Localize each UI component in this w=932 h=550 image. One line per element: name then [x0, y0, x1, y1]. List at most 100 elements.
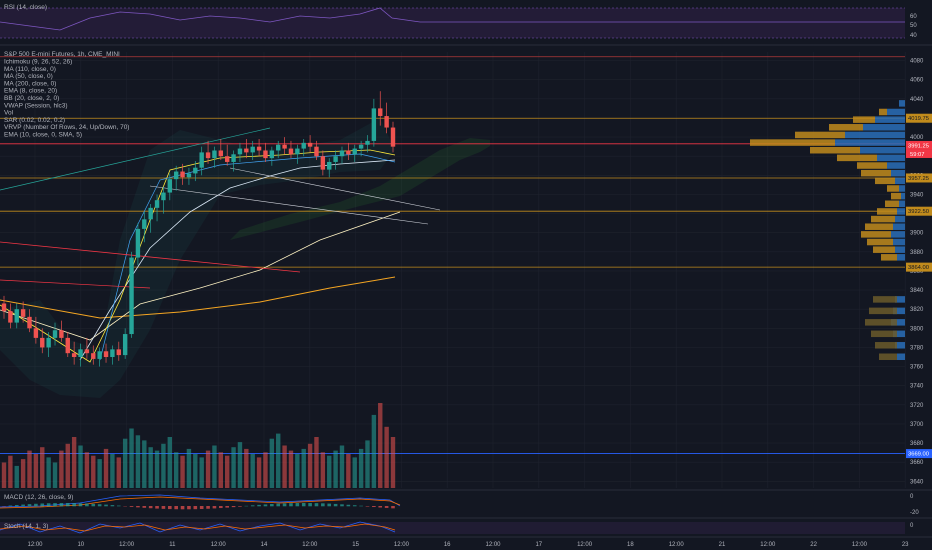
candle-body: [52, 330, 58, 338]
profile-bar-down: [871, 215, 895, 223]
macd-hist-bar: [212, 506, 217, 509]
candle-body: [205, 152, 211, 159]
rsi-pane: RSI (14, close) 60 50 40: [0, 4, 917, 39]
volume-bar: [142, 440, 147, 488]
price-tag-bg: [906, 262, 932, 272]
price-tick: 3940: [910, 192, 924, 198]
price-tick: 3720: [910, 403, 924, 409]
macd-tick-0: 0: [910, 494, 914, 500]
macd-hist-bar: [46, 503, 51, 507]
candle-body: [301, 142, 306, 149]
candle-body: [384, 116, 389, 128]
volume-profile: [750, 100, 905, 361]
time-tick: 12:00: [119, 542, 135, 548]
candle-body: [288, 148, 294, 155]
legend-entry: EMA (8, close, 20): [4, 88, 57, 95]
macd-hist-bar: [359, 505, 363, 507]
profile-bar-up: [893, 238, 905, 246]
ma-200-line: [0, 276, 396, 319]
volume-bar: [307, 443, 313, 488]
macd-hist-bar: [225, 506, 229, 508]
rsi-line: [0, 7, 905, 31]
time-tick: 14: [261, 542, 268, 548]
profile-bar-up: [897, 353, 905, 361]
macd-hist-bar: [14, 505, 19, 507]
macd-hist-bar: [142, 506, 147, 508]
profile-bar-down: [875, 342, 897, 349]
candle-body: [339, 150, 345, 157]
price-tag: 3864.00: [908, 265, 929, 271]
price-tick: 3700: [910, 422, 924, 428]
macd-hist-bar: [91, 503, 96, 507]
price-tag-bg: [906, 173, 932, 183]
volume-bar: [224, 455, 230, 488]
time-tick: 21: [719, 542, 726, 548]
candle-body: [333, 156, 338, 162]
time-axis[interactable]: 12:00 10 12:00 11 12:00 14 12:00 15 12:00 16 12:00…: [27, 542, 909, 548]
volume-bar: [161, 443, 166, 488]
volume-bar: [295, 454, 300, 488]
candle-body: [103, 351, 109, 358]
price-tag-bg: [906, 140, 932, 150]
volume-bar: [244, 448, 249, 488]
volume-bar: [346, 454, 351, 488]
volume-bar: [237, 442, 243, 488]
candle-body: [135, 228, 141, 258]
macd-hist-bar: [53, 503, 57, 507]
macd-hist-bar: [116, 505, 121, 507]
time-tick: 12:00: [577, 542, 593, 548]
candle-body: [371, 108, 377, 141]
time-tick: 10: [77, 542, 84, 548]
candle-body: [46, 337, 51, 348]
price-tick: 3880: [910, 250, 924, 256]
candle-body: [269, 150, 275, 159]
profile-bar-up: [863, 124, 905, 131]
volume-bar: [358, 448, 364, 488]
macd-hist-bar: [148, 506, 153, 509]
legend-entry: MA (110, close, 0): [4, 66, 56, 73]
volume-bar: [390, 437, 396, 488]
candle-body: [59, 330, 64, 338]
time-tick: 12:00: [485, 542, 501, 548]
volume-bar: [212, 445, 217, 488]
volume-bar: [365, 440, 370, 488]
volume-bar: [148, 447, 153, 488]
ma-50-line: [79, 159, 396, 361]
rsi-tick-50: 50: [910, 23, 917, 29]
profile-bar-up: [899, 185, 905, 192]
price-tick: 3900: [910, 231, 924, 237]
volume-bar: [167, 437, 173, 488]
macd-tick-20: -20: [910, 510, 919, 516]
volume-bar: [33, 454, 39, 488]
candle-body: [218, 150, 224, 157]
macd-hist-bar: [72, 503, 76, 507]
volume-bar: [103, 448, 109, 488]
candle-body: [167, 179, 173, 193]
profile-bar-up: [887, 108, 905, 116]
time-tick: 12:00: [760, 542, 776, 548]
profile-bar-down: [885, 200, 899, 208]
profile-bar-up: [895, 246, 905, 253]
volume-bar: [65, 443, 70, 488]
profile-bar-down: [877, 208, 897, 215]
volume-bar: [193, 454, 198, 488]
price-tick: 4080: [910, 59, 924, 65]
candle-body: [263, 150, 268, 159]
volume-bar: [52, 462, 58, 488]
chart-title: S&P 500 E-mini Futures, 1h, CME_MINI: [4, 51, 120, 58]
candle-body: [193, 167, 198, 174]
macd-hist-bar: [193, 506, 198, 510]
price-tick: 4060: [910, 78, 924, 84]
volume-bar: [276, 433, 281, 488]
macd-hist-bar: [314, 503, 319, 507]
candle-body: [33, 328, 39, 338]
volume-bar: [250, 454, 255, 488]
profile-bar-up: [835, 139, 905, 146]
profile-bar-down: [871, 330, 897, 338]
volume-bar: [186, 448, 192, 488]
stoch-tick-0: 0: [910, 523, 914, 529]
macd-hist-bar: [34, 503, 38, 507]
profile-bar-down: [810, 146, 860, 154]
macd-hist-bar: [270, 504, 274, 507]
